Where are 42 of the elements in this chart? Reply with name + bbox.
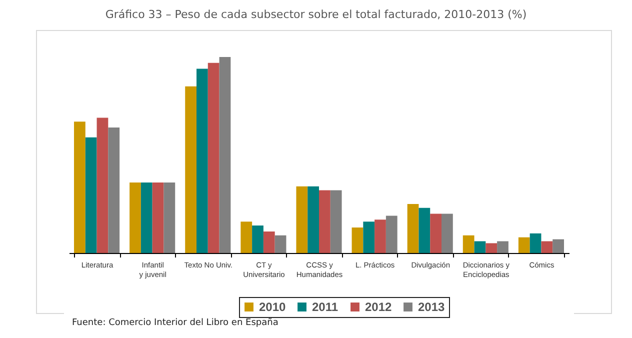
bar (552, 239, 564, 253)
legend-label: 2011 (312, 300, 338, 314)
chart-title: Gráfico 33 – Peso de cada subsector sobre el total facturado, 2010-2013 (%) (104, 8, 528, 23)
source-note: Fuente: Comercio Interior del Libro en España (72, 318, 278, 328)
bar (96, 118, 108, 253)
legend-label: 2012 (365, 300, 392, 314)
bar (374, 220, 386, 253)
bar (196, 68, 208, 253)
legend-label: 2013 (418, 300, 446, 314)
bar (274, 235, 286, 253)
bar (430, 214, 442, 253)
bar (407, 204, 419, 253)
bar (185, 86, 196, 253)
bar (130, 182, 141, 253)
bar (462, 235, 474, 253)
bar (363, 222, 375, 253)
bar (164, 182, 176, 253)
bar (352, 228, 364, 253)
bar (296, 186, 308, 253)
bar (140, 182, 152, 253)
bar (474, 241, 486, 253)
bar (319, 190, 330, 253)
bar (85, 137, 97, 253)
bar (252, 226, 264, 253)
bar (263, 231, 275, 253)
bar (541, 241, 553, 253)
bar (418, 208, 430, 253)
bar (386, 216, 398, 253)
legend-label: 2010 (259, 300, 286, 314)
bar (442, 214, 453, 253)
bar (74, 122, 86, 253)
bar (486, 243, 498, 253)
bar (152, 182, 164, 253)
bar (518, 237, 530, 253)
bar (308, 186, 319, 253)
bar (330, 190, 342, 253)
bar (240, 222, 252, 253)
bar (530, 233, 542, 253)
bar (497, 241, 508, 253)
bar (108, 128, 120, 253)
bar (208, 62, 220, 253)
bar (219, 57, 231, 253)
